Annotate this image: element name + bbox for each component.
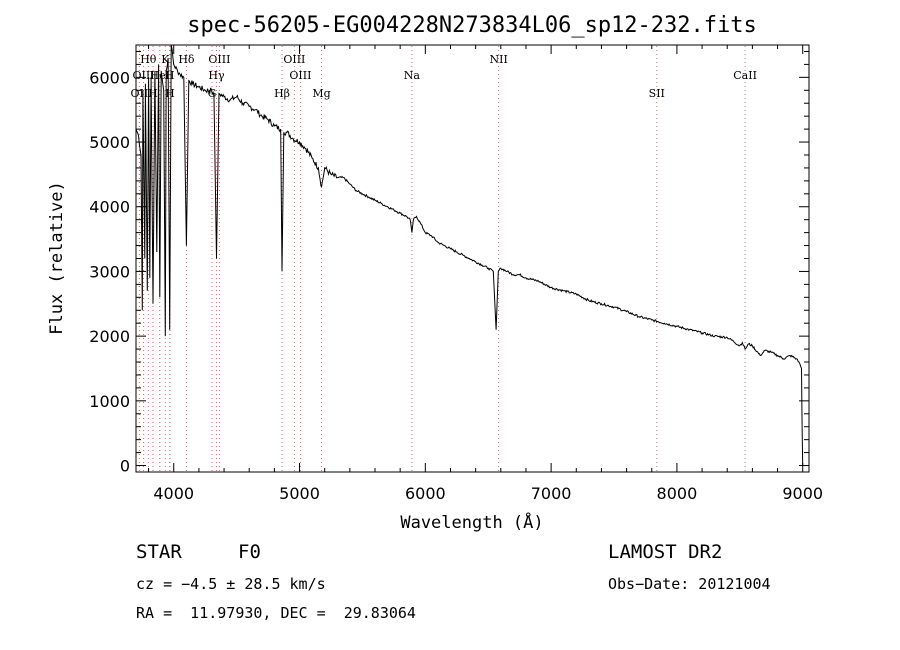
observation-date: Obs−Date: 20121004: [608, 575, 771, 593]
line-label: K: [161, 53, 170, 66]
x-tick-label: 6000: [405, 484, 446, 503]
redshift-velocity: cz = −4.5 ± 28.5 km/s: [136, 575, 326, 593]
coordinates: RA = 11.97930, DEC = 29.83064: [136, 604, 416, 622]
line-label: OIII: [208, 53, 230, 66]
x-tick-label: 8000: [657, 484, 698, 503]
line-label: SII: [649, 87, 665, 100]
line-label: H: [165, 69, 175, 82]
x-tick-label: 7000: [531, 484, 572, 503]
line-label: H: [165, 87, 175, 100]
object-subclass: F0: [238, 541, 261, 563]
y-axis-label: Flux (relative): [47, 181, 67, 335]
axis-ticks: 4000 5000 6000 7000 8000 9000 0 1000 2000 3000 400…: [89, 45, 823, 503]
x-axis-label: Wavelength (Å): [400, 511, 543, 533]
survey-name: LAMOST DR2: [608, 541, 723, 563]
line-label: OIII: [283, 53, 305, 66]
chart-title: spec-56205-EG004228N273834L06_sp12-232.f…: [187, 13, 757, 38]
y-tick-label: 0: [120, 457, 130, 476]
y-tick-label: 2000: [89, 327, 130, 346]
line-label: CaII: [733, 69, 757, 82]
y-tick-label: 6000: [89, 68, 130, 87]
line-label: Mg: [312, 87, 330, 100]
line-label: OIII: [289, 69, 311, 82]
spectrum-line: [135, 44, 804, 466]
x-tick-label: 5000: [279, 484, 320, 503]
line-label: Hδ: [178, 53, 195, 66]
y-tick-label: 3000: [89, 262, 130, 281]
y-tick-label: 4000: [89, 198, 130, 217]
line-label: Na: [404, 69, 421, 82]
line-label: NII: [490, 53, 508, 66]
y-tick-label: 1000: [89, 392, 130, 411]
plot-frame: [135, 44, 810, 473]
x-tick-label: 9000: [782, 484, 823, 503]
line-label: Hγ: [208, 69, 225, 82]
line-label: Hβ: [274, 87, 290, 100]
y-tick-label: 5000: [89, 133, 130, 152]
line-label: H: [148, 87, 158, 100]
line-label: Hθ: [140, 53, 157, 66]
object-class: STAR: [136, 541, 182, 563]
x-tick-label: 4000: [153, 484, 194, 503]
